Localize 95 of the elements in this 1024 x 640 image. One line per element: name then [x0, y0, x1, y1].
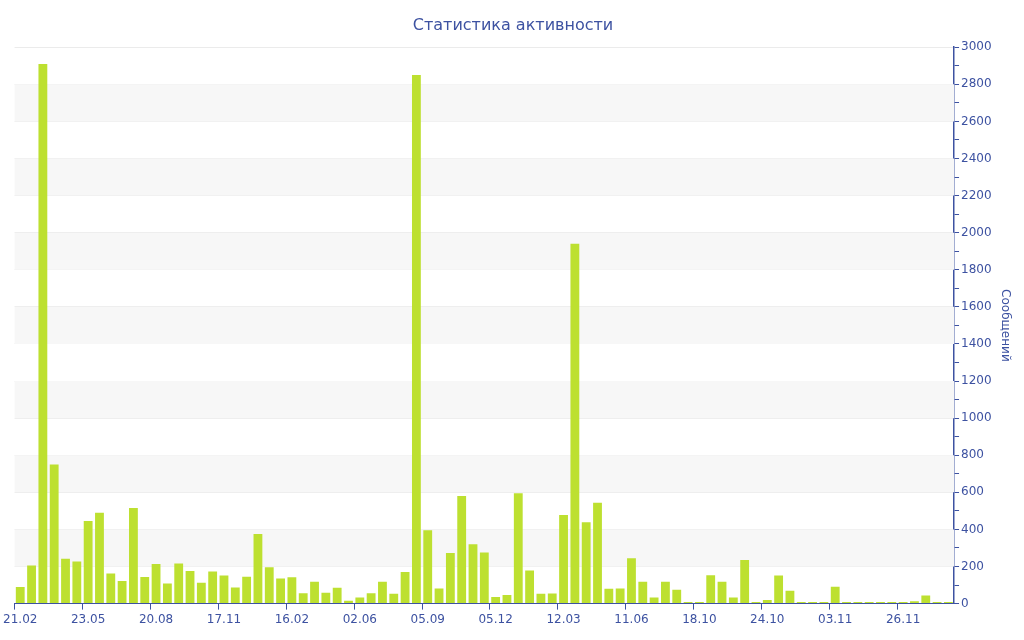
bar — [95, 512, 104, 604]
bar — [253, 534, 263, 604]
bar — [513, 493, 523, 604]
y-tick-label: 2400 — [961, 150, 992, 165]
y-tick-label: 600 — [961, 484, 984, 499]
bar — [468, 544, 478, 604]
bar — [151, 564, 161, 604]
bar — [559, 514, 568, 604]
y-tick-label: 400 — [961, 521, 984, 536]
bar — [15, 587, 25, 604]
bar — [457, 496, 467, 604]
bar — [638, 581, 648, 604]
bar — [762, 599, 772, 604]
y-tick-label: 3000 — [961, 39, 992, 54]
y-tick-label: 1200 — [961, 373, 992, 388]
bar — [423, 530, 433, 604]
bar — [400, 571, 410, 604]
bar — [185, 570, 195, 604]
x-tick-label: 23.05 — [70, 611, 106, 626]
bar — [287, 577, 297, 604]
bar — [366, 593, 376, 604]
bar — [162, 583, 172, 604]
bar — [740, 560, 750, 604]
bar — [264, 567, 274, 604]
bar — [117, 580, 127, 604]
bar — [72, 561, 82, 604]
x-tick-label: 11.06 — [614, 611, 649, 626]
bar — [140, 576, 150, 604]
bar — [344, 600, 353, 604]
bar — [38, 63, 48, 604]
bar — [570, 243, 580, 604]
x-tick-label: 17.11 — [206, 611, 242, 626]
bar — [355, 597, 365, 604]
bar — [242, 576, 252, 604]
bar — [627, 558, 636, 604]
bar — [547, 593, 557, 604]
y-tick-label: 1400 — [961, 336, 992, 351]
y-tick-label: 2800 — [961, 76, 992, 91]
bar — [434, 588, 444, 604]
bar — [27, 565, 36, 604]
bar — [389, 593, 399, 604]
bar — [649, 597, 659, 604]
x-tick-label: 26.11 — [885, 611, 921, 626]
bar — [661, 581, 670, 604]
x-tick-label: 03.11 — [818, 611, 853, 626]
bar — [479, 552, 489, 604]
bar — [921, 595, 931, 604]
y-tick-label: 2000 — [961, 224, 992, 239]
bar — [276, 578, 285, 604]
bar — [672, 589, 682, 604]
bar — [230, 587, 240, 604]
bar — [174, 563, 184, 604]
bar — [298, 593, 308, 604]
bar — [378, 581, 387, 604]
y-axis-title: Сообщений — [998, 289, 1013, 362]
bar — [445, 552, 455, 604]
bar — [321, 592, 331, 604]
bar — [491, 596, 501, 604]
x-tick-label: 05.12 — [478, 611, 513, 626]
bar — [830, 586, 840, 604]
bar — [604, 588, 614, 604]
bar — [774, 575, 784, 604]
bar — [593, 502, 602, 604]
y-tick-label: 200 — [961, 558, 984, 573]
chart-title: Статистика активности — [412, 14, 614, 34]
x-tick-label: 21.02 — [3, 611, 38, 626]
bar — [83, 521, 93, 604]
bar — [581, 522, 591, 604]
bar — [208, 571, 218, 604]
x-tick-label: 24.10 — [750, 611, 785, 626]
bar — [411, 75, 421, 604]
y-tick-label: 1600 — [961, 298, 992, 313]
x-tick-label: 18.10 — [682, 611, 717, 626]
bar — [728, 597, 738, 604]
x-tick-label: 12.03 — [546, 611, 581, 626]
y-tick-label: 800 — [961, 447, 984, 462]
x-tick-label: 20.08 — [138, 611, 174, 626]
bar — [129, 508, 138, 604]
x-tick-label: 05.09 — [410, 611, 445, 626]
bar — [106, 573, 116, 604]
y-tick-label: 1000 — [961, 410, 992, 425]
y-tick-label: 0 — [961, 595, 969, 610]
x-tick-label: 02.06 — [342, 611, 377, 626]
bar — [525, 570, 535, 604]
bar — [615, 588, 625, 604]
bar — [61, 558, 70, 604]
bar — [49, 464, 59, 604]
bar — [706, 575, 716, 604]
y-tick-label: 2600 — [961, 113, 992, 128]
bar — [310, 581, 319, 604]
bar — [196, 582, 206, 604]
bar — [332, 587, 342, 604]
y-tick-label: 1800 — [961, 261, 992, 276]
y-tick-label: 2200 — [961, 187, 992, 202]
x-tick-label: 16.02 — [274, 611, 310, 626]
